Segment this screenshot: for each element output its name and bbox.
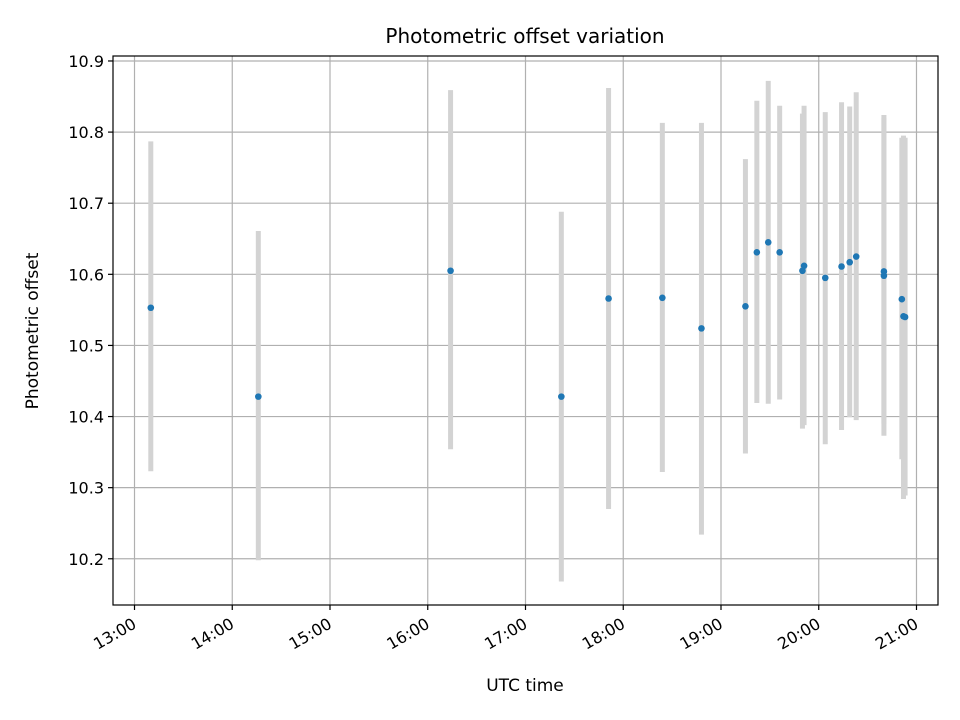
data-point	[799, 267, 806, 275]
x-tick-label: 21:00	[872, 614, 921, 654]
data-point	[838, 263, 845, 270]
y-tick-label: 10.8	[68, 123, 104, 142]
data-points	[147, 239, 909, 400]
x-tick-label: 20:00	[774, 614, 823, 654]
x-axis-ticks: 13:00 14:00 15:00 16:00 17:00 18:00 19:00 20:00…	[90, 605, 921, 654]
y-axis-label: Photometric offset	[23, 252, 43, 409]
data-point	[255, 393, 262, 400]
data-point	[147, 304, 155, 312]
y-axis-ticks: 10.2 10.3 10.4 10.5 10.6 10.7 10.8 10.9	[68, 52, 113, 569]
x-tick-label: 13:00	[90, 614, 139, 654]
data-point	[880, 272, 888, 280]
data-point	[698, 325, 705, 332]
data-point	[846, 258, 854, 266]
y-tick-label: 10.3	[68, 479, 104, 498]
data-point	[742, 303, 749, 310]
x-tick-label: 19:00	[677, 614, 726, 654]
y-tick-label: 10.9	[68, 52, 104, 71]
y-tick-label: 10.4	[68, 408, 104, 427]
x-tick-label: 16:00	[383, 614, 432, 654]
x-tick-label: 15:00	[286, 614, 335, 654]
data-point	[800, 262, 808, 270]
data-point	[659, 294, 666, 302]
x-tick-label: 14:00	[188, 614, 237, 654]
grid	[113, 56, 938, 605]
y-tick-label: 10.6	[68, 265, 104, 284]
data-point	[764, 239, 772, 246]
x-tick-label: 18:00	[579, 614, 628, 654]
y-tick-label: 10.2	[68, 550, 104, 569]
y-tick-label: 10.5	[68, 336, 104, 355]
x-axis-label: UTC time	[486, 676, 564, 696]
data-point	[558, 393, 565, 400]
data-point	[901, 313, 909, 321]
data-point	[753, 248, 761, 256]
data-point	[776, 248, 783, 256]
x-tick-label: 17:00	[481, 614, 530, 654]
y-tick-label: 10.7	[68, 194, 104, 213]
data-point	[447, 267, 454, 275]
chart-title: Photometric offset variation	[385, 24, 664, 48]
data-point	[852, 253, 860, 260]
data-point	[821, 274, 829, 282]
error-bars	[148, 80, 908, 582]
data-point	[605, 295, 612, 302]
data-point	[898, 295, 906, 303]
